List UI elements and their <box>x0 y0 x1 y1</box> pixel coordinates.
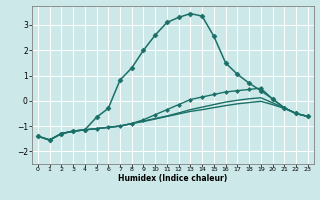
X-axis label: Humidex (Indice chaleur): Humidex (Indice chaleur) <box>118 174 228 183</box>
